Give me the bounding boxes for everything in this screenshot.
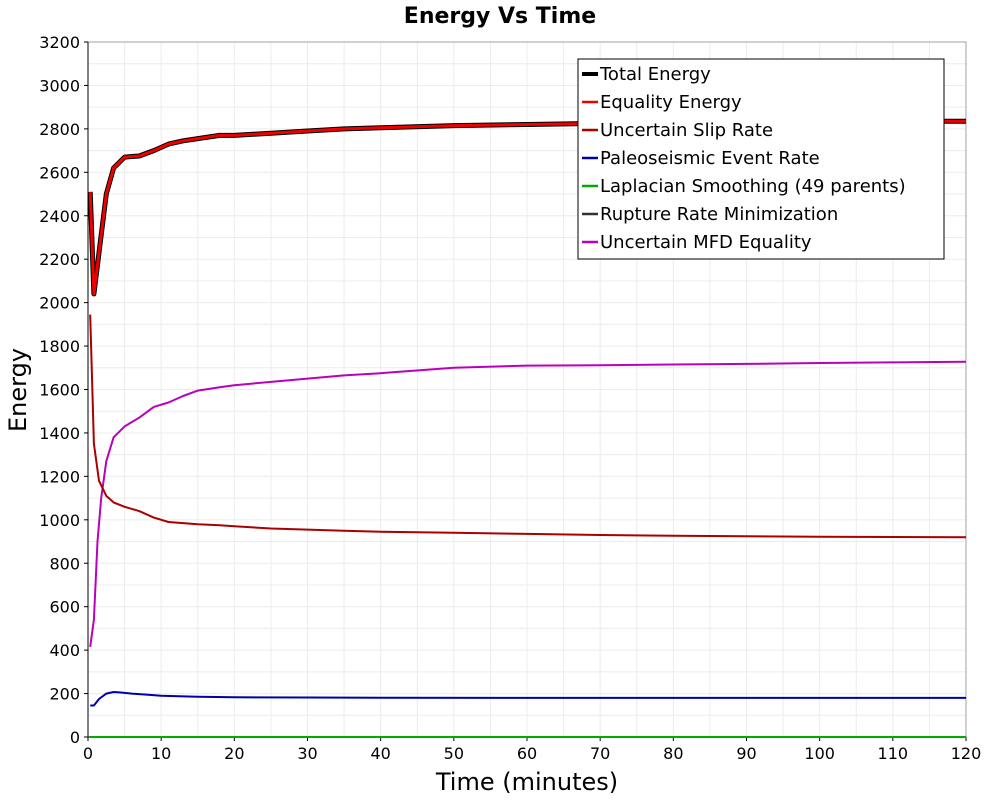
chart-title: Energy Vs Time xyxy=(404,4,596,29)
series-line-uncertain-slip-rate xyxy=(89,314,967,539)
y-tick-label: 2000 xyxy=(39,294,80,313)
y-tick-label: 1000 xyxy=(39,511,80,530)
y-tick-label: 1600 xyxy=(39,381,80,400)
x-tick-label: 50 xyxy=(444,744,464,763)
y-tick-label: 0 xyxy=(70,728,80,747)
x-tick-label: 0 xyxy=(83,744,93,763)
legend-label: Total Energy xyxy=(599,64,711,85)
y-tick-label: 2600 xyxy=(39,163,80,182)
legend-box xyxy=(577,58,945,260)
y-tick-label: 3200 xyxy=(39,33,80,52)
legend-label: Laplacian Smoothing (49 parents) xyxy=(600,176,906,197)
x-tick-label: 40 xyxy=(370,744,390,763)
y-axis-label: Energy xyxy=(4,348,32,432)
x-tick-label: 60 xyxy=(517,744,537,763)
x-tick-label: 70 xyxy=(590,744,610,763)
x-tick-label: 90 xyxy=(736,744,756,763)
x-tick-label: 80 xyxy=(663,744,683,763)
y-tick-label: 3000 xyxy=(39,76,80,95)
y-tick-label: 1200 xyxy=(39,467,80,486)
y-tick-label: 200 xyxy=(49,685,80,704)
legend: Total Energy Equality Energy Uncertain Sli… xyxy=(577,58,945,260)
y-tick-label: 1400 xyxy=(39,424,80,443)
x-axis-label: Time (minutes) xyxy=(435,768,618,796)
grid-lines xyxy=(87,41,967,738)
legend-label: Rupture Rate Minimization xyxy=(600,204,838,225)
series-line-paleoseismic-event-rate xyxy=(90,691,966,707)
x-tick-label: 120 xyxy=(951,744,982,763)
legend-label: Uncertain Slip Rate xyxy=(600,120,773,141)
legend-label: Uncertain MFD Equality xyxy=(600,232,812,253)
y-tick-label: 2400 xyxy=(39,207,80,226)
y-axis-ticks: 0 200 400 600 800 1000 1200 1400 1600 1800 2000 220… xyxy=(39,33,88,747)
x-axis-ticks: 0 10 20 30 40 50 60 70 80 90 100 110 120 xyxy=(83,737,981,763)
x-tick-label: 100 xyxy=(804,744,835,763)
legend-label: Equality Energy xyxy=(600,92,742,113)
y-tick-label: 400 xyxy=(49,641,80,660)
y-tick-label: 800 xyxy=(49,554,80,573)
y-tick-label: 2200 xyxy=(39,250,80,269)
x-tick-label: 20 xyxy=(224,744,244,763)
legend-label: Paleoseismic Event Rate xyxy=(600,148,820,169)
x-tick-label: 110 xyxy=(878,744,909,763)
y-tick-label: 1800 xyxy=(39,337,80,356)
x-tick-label: 10 xyxy=(151,744,171,763)
y-tick-label: 600 xyxy=(49,598,80,617)
series-line-uncertain-mfd-equality xyxy=(89,360,967,648)
y-tick-label: 2800 xyxy=(39,120,80,139)
x-tick-label: 30 xyxy=(297,744,317,763)
